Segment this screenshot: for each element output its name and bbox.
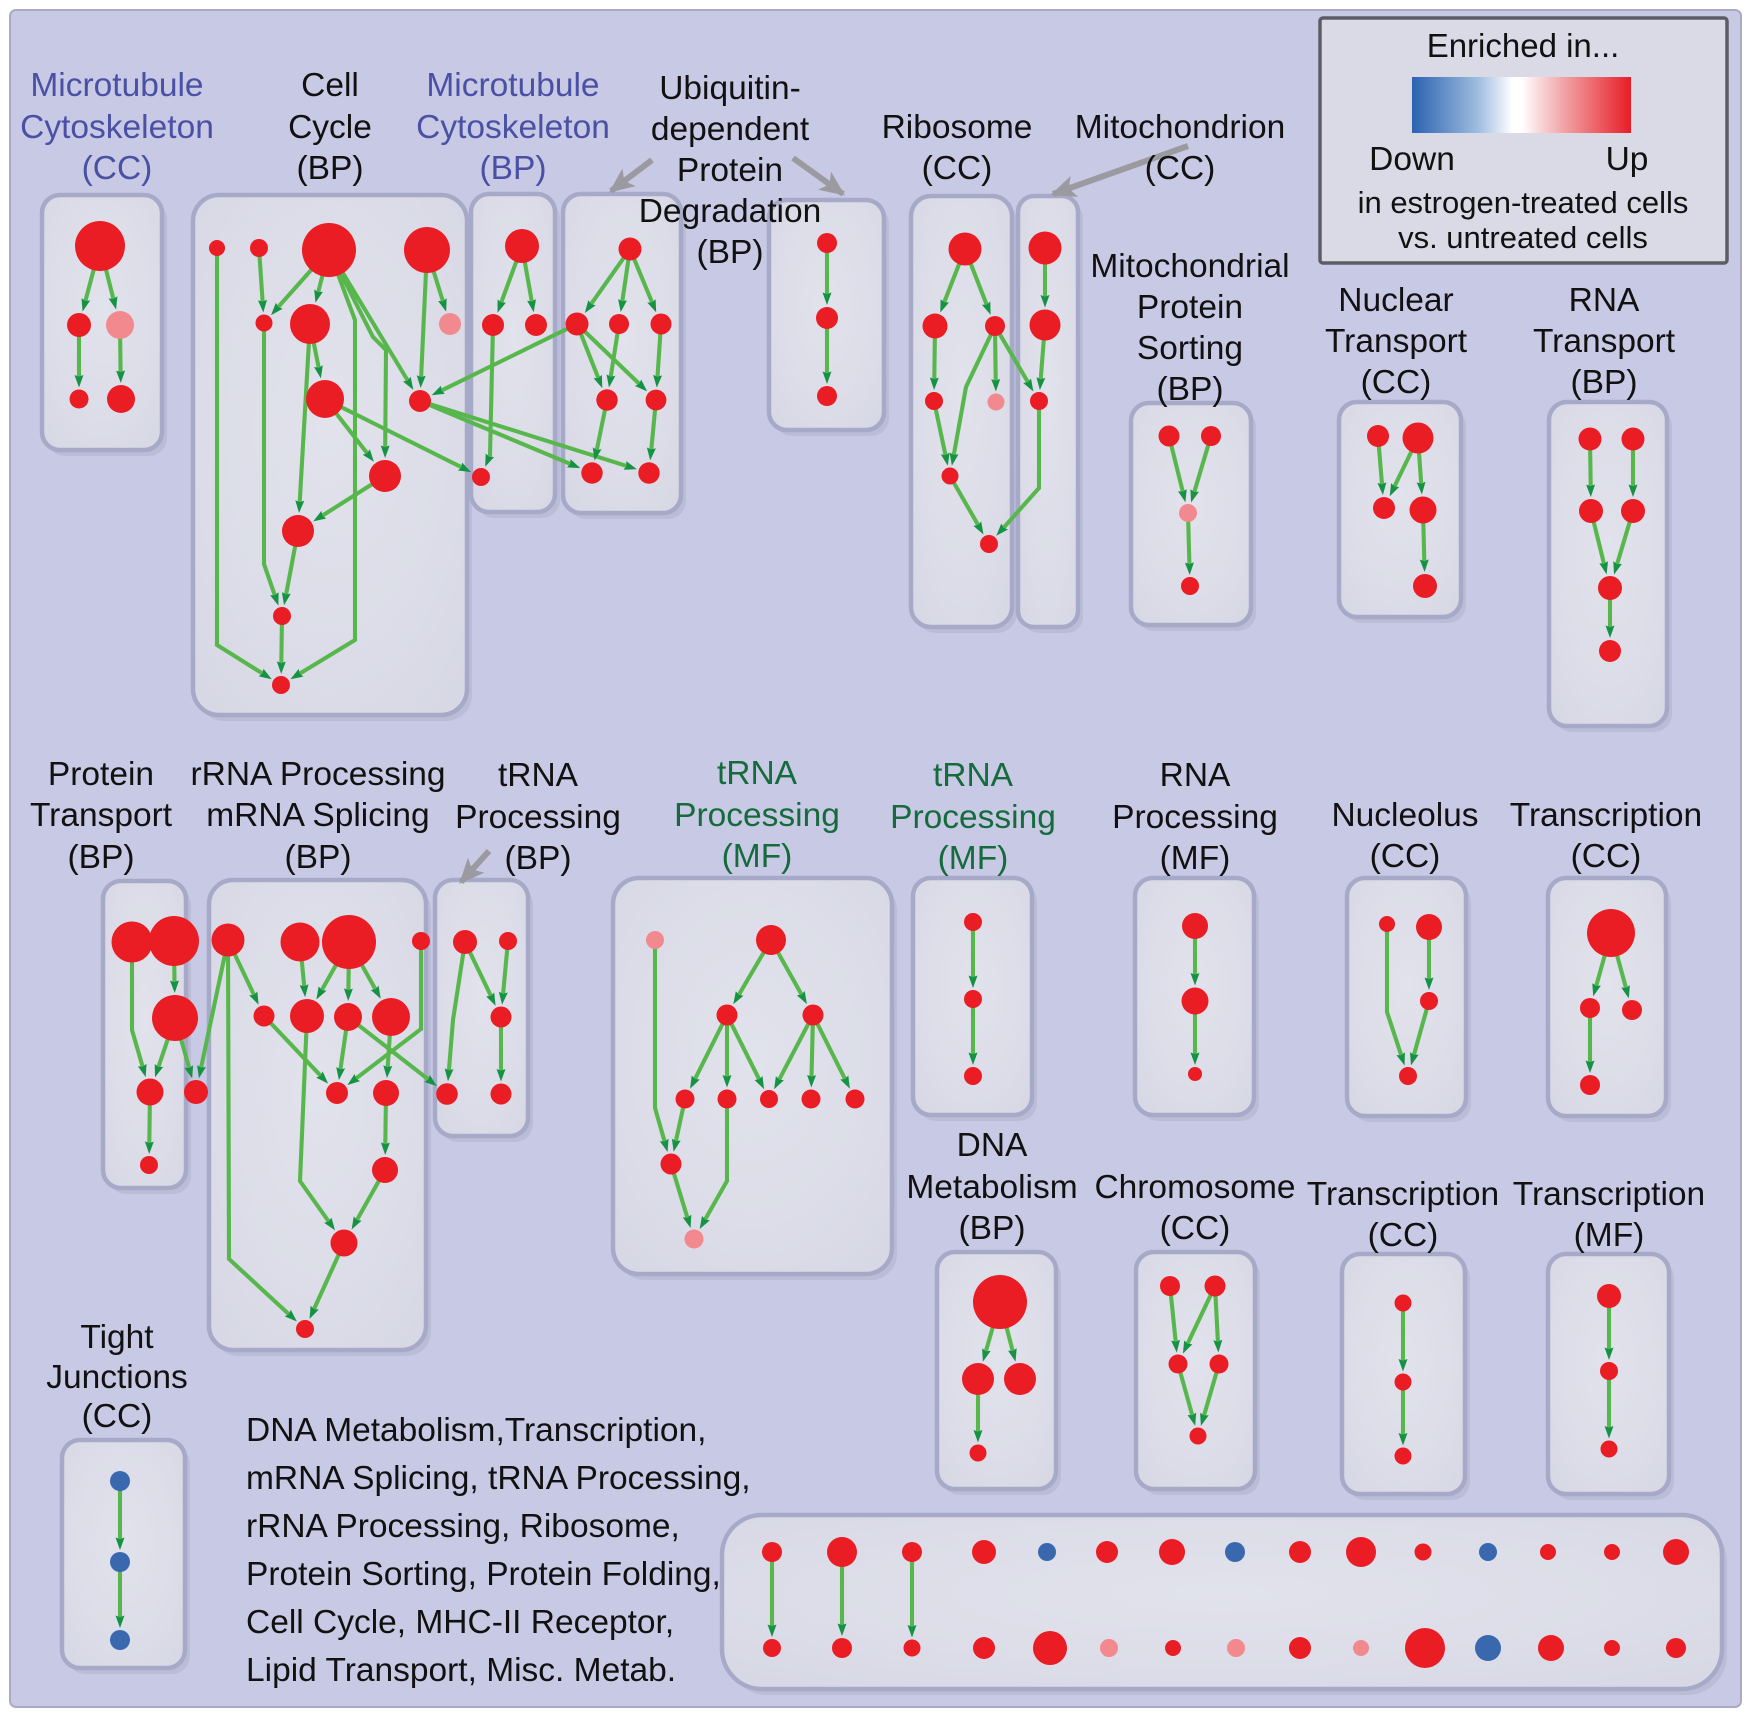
svg-text:Chromosome: Chromosome [1094, 1169, 1295, 1206]
svg-text:Processing: Processing [890, 799, 1056, 836]
svg-text:Junctions: Junctions [46, 1359, 188, 1396]
svg-text:Lipid Transport, Misc. Metab.: Lipid Transport, Misc. Metab. [246, 1652, 676, 1689]
svg-text:RNA: RNA [1569, 282, 1640, 319]
svg-text:mRNA Splicing: mRNA Splicing [206, 797, 429, 834]
svg-text:(CC): (CC) [1571, 838, 1642, 875]
svg-text:Cycle: Cycle [288, 109, 372, 146]
svg-text:(CC): (CC) [82, 1398, 153, 1435]
svg-text:(CC): (CC) [1370, 838, 1441, 875]
svg-text:Protein: Protein [48, 756, 154, 793]
svg-text:Down: Down [1369, 141, 1455, 178]
svg-text:Mitochondrion: Mitochondrion [1075, 109, 1285, 146]
svg-text:Protein: Protein [1137, 289, 1243, 326]
svg-text:DNA: DNA [957, 1127, 1028, 1164]
svg-text:(BP): (BP) [297, 150, 364, 187]
svg-text:(BP): (BP) [1157, 371, 1224, 408]
svg-text:in estrogen-treated cells: in estrogen-treated cells [1358, 185, 1689, 220]
svg-text:Cytoskeleton: Cytoskeleton [20, 109, 214, 146]
svg-text:Metabolism: Metabolism [906, 1169, 1077, 1206]
svg-text:(CC): (CC) [1160, 1210, 1231, 1247]
svg-text:Transport: Transport [30, 797, 173, 834]
svg-text:(MF): (MF) [1574, 1217, 1645, 1254]
svg-text:Processing: Processing [455, 799, 621, 836]
svg-text:(MF): (MF) [1160, 840, 1231, 877]
svg-text:Transcription: Transcription [1513, 1176, 1705, 1213]
svg-text:tRNA: tRNA [498, 757, 579, 794]
svg-text:tRNA: tRNA [933, 757, 1014, 794]
svg-text:Protein Sorting, Protein Foldi: Protein Sorting, Protein Folding, [246, 1556, 721, 1593]
svg-text:Transport: Transport [1533, 323, 1676, 360]
svg-text:tRNA: tRNA [717, 755, 798, 792]
svg-text:Degradation: Degradation [639, 193, 822, 230]
svg-text:Nuclear: Nuclear [1338, 282, 1453, 319]
svg-text:Ubiquitin-: Ubiquitin- [659, 70, 801, 107]
svg-text:Protein: Protein [677, 152, 783, 189]
svg-text:Microtubule: Microtubule [426, 67, 599, 104]
svg-text:Ribosome: Ribosome [882, 109, 1033, 146]
svg-text:(CC): (CC) [82, 150, 153, 187]
svg-text:(BP): (BP) [1571, 364, 1638, 401]
svg-text:Tight: Tight [80, 1319, 154, 1356]
svg-text:(BP): (BP) [68, 839, 135, 876]
svg-text:(CC): (CC) [1145, 150, 1216, 187]
svg-text:(BP): (BP) [697, 234, 764, 271]
svg-text:vs. untreated cells: vs. untreated cells [1398, 220, 1648, 255]
svg-text:Mitochondrial: Mitochondrial [1090, 248, 1289, 285]
svg-text:RNA: RNA [1160, 757, 1231, 794]
svg-text:(BP): (BP) [959, 1210, 1026, 1247]
svg-text:rRNA Processing: rRNA Processing [190, 756, 445, 793]
svg-text:(BP): (BP) [480, 150, 547, 187]
svg-text:(CC): (CC) [1368, 1217, 1439, 1254]
svg-text:Cell Cycle, MHC-II Receptor,: Cell Cycle, MHC-II Receptor, [246, 1604, 674, 1641]
svg-text:Transport: Transport [1325, 323, 1468, 360]
svg-text:Nucleolus: Nucleolus [1331, 797, 1478, 834]
svg-text:dependent: dependent [651, 111, 810, 148]
svg-text:(MF): (MF) [938, 840, 1009, 877]
svg-text:Sorting: Sorting [1137, 330, 1243, 367]
svg-text:Microtubule: Microtubule [30, 67, 203, 104]
svg-text:Transcription: Transcription [1510, 797, 1702, 834]
svg-text:(CC): (CC) [922, 150, 993, 187]
svg-text:Enriched in...: Enriched in... [1427, 27, 1620, 64]
svg-text:DNA Metabolism,Transcription,: DNA Metabolism,Transcription, [246, 1412, 706, 1449]
svg-text:Transcription: Transcription [1307, 1176, 1499, 1213]
svg-text:rRNA Processing, Ribosome,: rRNA Processing, Ribosome, [246, 1508, 680, 1545]
svg-text:(CC): (CC) [1361, 364, 1432, 401]
svg-text:mRNA Splicing, tRNA Processing: mRNA Splicing, tRNA Processing, [246, 1460, 751, 1497]
svg-text:(BP): (BP) [285, 839, 352, 876]
svg-text:(BP): (BP) [505, 840, 572, 877]
svg-text:(MF): (MF) [722, 838, 793, 875]
svg-text:Processing: Processing [1112, 799, 1278, 836]
svg-text:Cell: Cell [301, 67, 359, 104]
svg-text:Up: Up [1606, 141, 1649, 178]
svg-text:Processing: Processing [674, 797, 840, 834]
svg-text:Cytoskeleton: Cytoskeleton [416, 109, 610, 146]
